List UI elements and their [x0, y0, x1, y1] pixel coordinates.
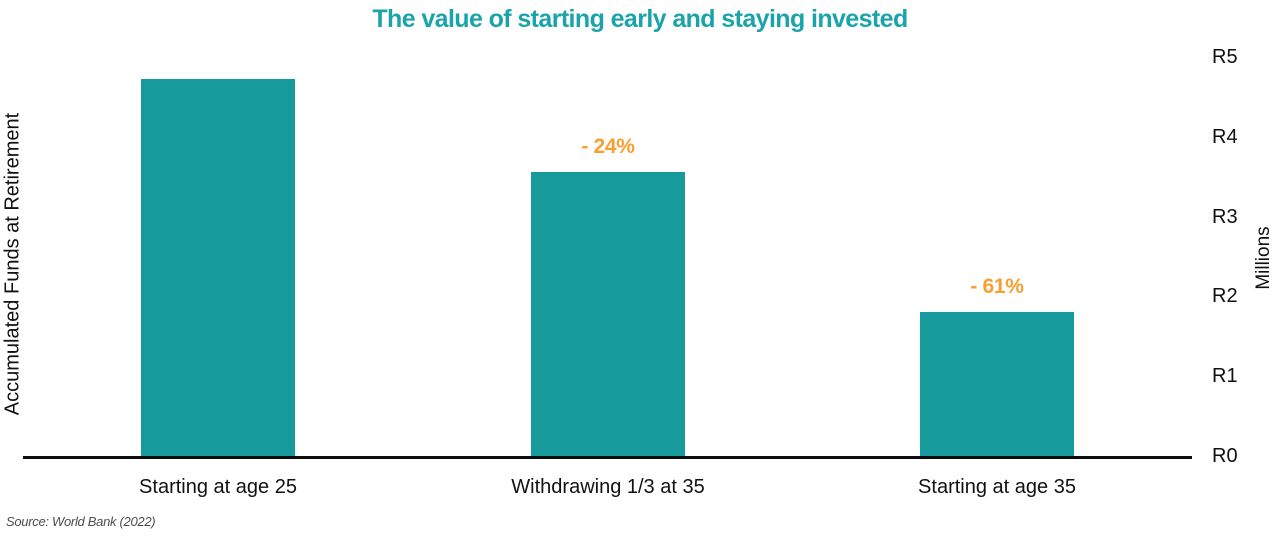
bar-2 [531, 172, 685, 456]
y-axis-title-left: Accumulated Funds at Retirement [1, 112, 24, 416]
y-tick-R0: R0 [1212, 445, 1238, 467]
chart-title: The value of starting early and staying … [372, 5, 908, 33]
y-tick-R2: R2 [1212, 285, 1238, 307]
bar-annotation-2: - 24% [581, 135, 635, 158]
y-tick-R3: R3 [1212, 206, 1238, 228]
y-tick-R1: R1 [1212, 365, 1238, 387]
category-label-2: Withdrawing 1/3 at 35 [511, 476, 705, 498]
category-label-3: Starting at age 35 [918, 476, 1076, 498]
source-note: Source: World Bank (2022) [6, 514, 156, 529]
category-label-1: Starting at age 25 [139, 476, 297, 498]
bar-1 [141, 79, 295, 456]
y-tick-R5: R5 [1212, 46, 1238, 68]
bar-annotation-3: - 61% [970, 275, 1024, 298]
bar-3 [920, 312, 1074, 456]
y-axis-title-right: Millions [1253, 226, 1274, 290]
y-tick-R4: R4 [1212, 126, 1238, 148]
x-axis-line [23, 456, 1192, 459]
